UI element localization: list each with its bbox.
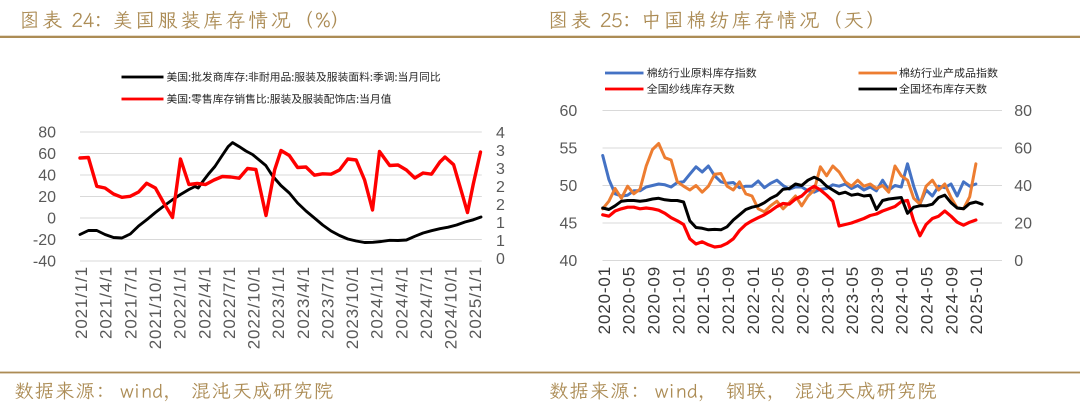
svg-text:50: 50 xyxy=(560,178,578,195)
svg-text:3: 3 xyxy=(496,161,505,178)
svg-text:2023-01: 2023-01 xyxy=(818,266,837,334)
svg-text:-40: -40 xyxy=(33,254,56,271)
svg-text:20: 20 xyxy=(1014,216,1032,233)
svg-text:2021-09: 2021-09 xyxy=(719,266,738,334)
svg-text:40: 40 xyxy=(1014,178,1032,195)
svg-text:4: 4 xyxy=(496,125,505,142)
svg-text:60: 60 xyxy=(560,103,578,120)
svg-text:40: 40 xyxy=(560,253,578,270)
svg-text:55: 55 xyxy=(560,141,578,158)
svg-text:2: 2 xyxy=(496,197,505,214)
svg-text:2022-05: 2022-05 xyxy=(769,266,788,334)
svg-text:2: 2 xyxy=(496,179,505,196)
svg-text:2020-01: 2020-01 xyxy=(595,266,614,334)
svg-text:2022/7/1: 2022/7/1 xyxy=(220,266,239,339)
svg-text:0: 0 xyxy=(496,251,505,268)
svg-text:2021/7/1: 2021/7/1 xyxy=(121,266,140,339)
svg-text:2022/10/1: 2022/10/1 xyxy=(245,266,264,349)
svg-text:2023/7/1: 2023/7/1 xyxy=(318,266,337,339)
svg-text:20: 20 xyxy=(38,189,56,206)
svg-text:80: 80 xyxy=(38,125,56,142)
svg-text:2020-09: 2020-09 xyxy=(645,266,664,334)
svg-text:80: 80 xyxy=(1014,103,1032,120)
svg-text:2024-05: 2024-05 xyxy=(918,266,937,334)
svg-text:2021/10/1: 2021/10/1 xyxy=(146,266,165,349)
svg-text:45: 45 xyxy=(560,216,578,233)
svg-text:2021-01: 2021-01 xyxy=(669,266,688,334)
svg-text:40: 40 xyxy=(38,168,56,185)
svg-text:2022-09: 2022-09 xyxy=(793,266,812,334)
svg-text:2024-09: 2024-09 xyxy=(942,266,961,334)
svg-text:1: 1 xyxy=(496,215,505,232)
svg-text:2025-01: 2025-01 xyxy=(967,266,986,334)
svg-text:2021-05: 2021-05 xyxy=(694,266,713,334)
svg-text:2024/4/1: 2024/4/1 xyxy=(392,266,411,339)
svg-text:2023-09: 2023-09 xyxy=(868,266,887,334)
svg-text:2024-01: 2024-01 xyxy=(893,266,912,334)
svg-text:2024/1/1: 2024/1/1 xyxy=(368,266,387,339)
svg-text:60: 60 xyxy=(1014,141,1032,158)
svg-text:2022-01: 2022-01 xyxy=(744,266,763,334)
svg-text:2020-05: 2020-05 xyxy=(620,266,639,334)
svg-text:2023-05: 2023-05 xyxy=(843,266,862,334)
svg-text:60: 60 xyxy=(38,146,56,163)
svg-text:2021/1/1: 2021/1/1 xyxy=(72,266,91,339)
svg-text:2021/4/1: 2021/4/1 xyxy=(97,266,116,339)
svg-text:1: 1 xyxy=(496,233,505,250)
svg-text:2024/7/1: 2024/7/1 xyxy=(417,266,436,339)
svg-text:0: 0 xyxy=(47,211,56,228)
svg-text:2023/4/1: 2023/4/1 xyxy=(294,266,313,339)
svg-text:2022/1/1: 2022/1/1 xyxy=(171,266,190,339)
svg-text:-20: -20 xyxy=(33,232,56,249)
svg-text:2024/10/1: 2024/10/1 xyxy=(442,266,461,349)
svg-text:0: 0 xyxy=(1014,253,1023,270)
svg-text:2022/4/1: 2022/4/1 xyxy=(195,266,214,339)
svg-text:2023/1/1: 2023/1/1 xyxy=(269,266,288,339)
svg-text:2023/10/1: 2023/10/1 xyxy=(343,266,362,349)
svg-text:3: 3 xyxy=(496,143,505,160)
svg-text:2025/1/1: 2025/1/1 xyxy=(466,266,485,339)
